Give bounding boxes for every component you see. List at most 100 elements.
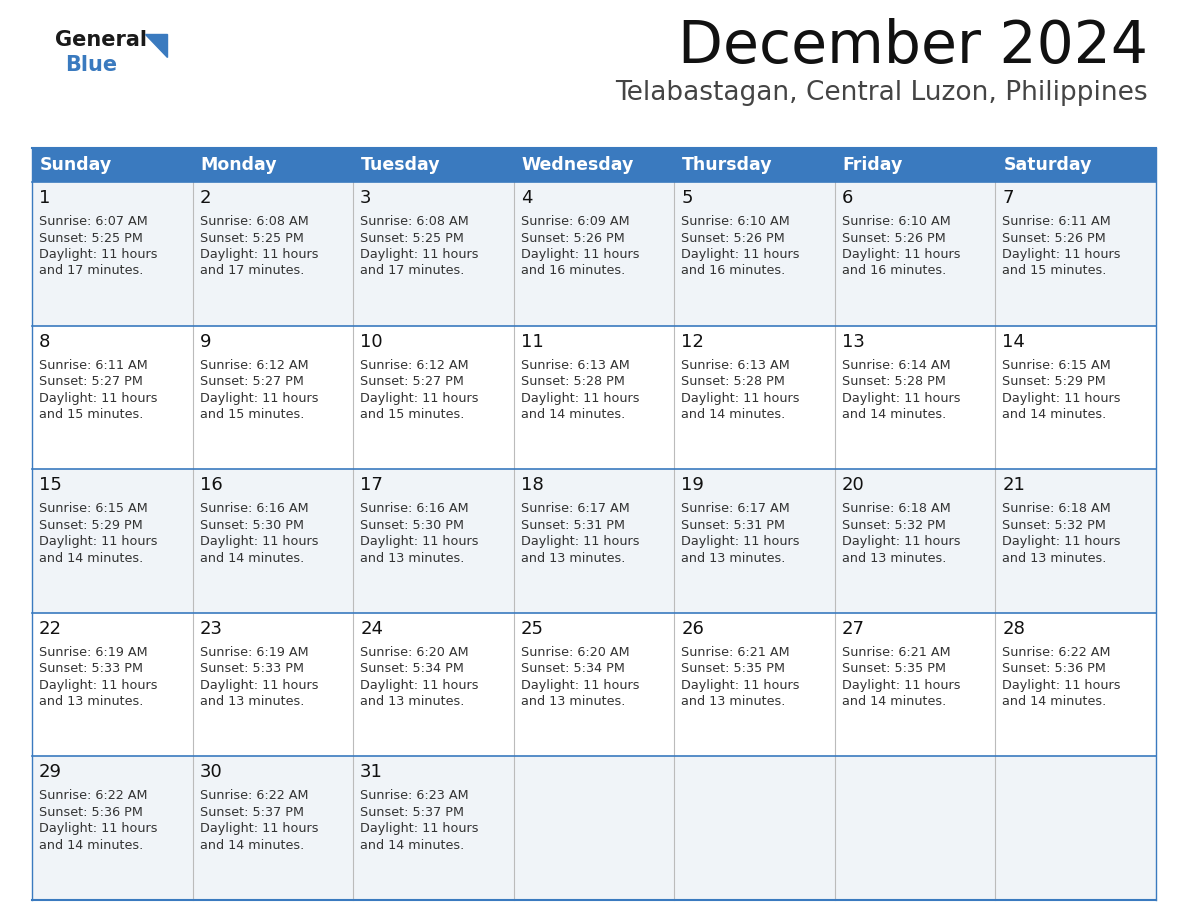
Text: 15: 15: [39, 476, 62, 494]
Text: Daylight: 11 hours: Daylight: 11 hours: [842, 535, 960, 548]
Text: General: General: [55, 30, 147, 50]
Text: Daylight: 11 hours: Daylight: 11 hours: [39, 823, 158, 835]
Text: Daylight: 11 hours: Daylight: 11 hours: [360, 823, 479, 835]
Text: Daylight: 11 hours: Daylight: 11 hours: [360, 678, 479, 692]
Text: Sunset: 5:35 PM: Sunset: 5:35 PM: [681, 662, 785, 676]
Bar: [835, 148, 996, 182]
Text: Sunset: 5:31 PM: Sunset: 5:31 PM: [520, 519, 625, 532]
Text: 12: 12: [681, 332, 704, 351]
Text: and 16 minutes.: and 16 minutes.: [681, 264, 785, 277]
Text: Sunset: 5:31 PM: Sunset: 5:31 PM: [681, 519, 785, 532]
Text: 23: 23: [200, 620, 222, 638]
Text: Sunset: 5:26 PM: Sunset: 5:26 PM: [1003, 231, 1106, 244]
Text: 10: 10: [360, 332, 383, 351]
Text: Blue: Blue: [65, 55, 118, 75]
Text: Sunset: 5:26 PM: Sunset: 5:26 PM: [842, 231, 946, 244]
Text: Sunset: 5:34 PM: Sunset: 5:34 PM: [520, 662, 625, 676]
Text: Daylight: 11 hours: Daylight: 11 hours: [360, 248, 479, 261]
Text: Sunrise: 6:10 AM: Sunrise: 6:10 AM: [681, 215, 790, 228]
Text: and 15 minutes.: and 15 minutes.: [200, 409, 304, 421]
Text: Saturday: Saturday: [1004, 156, 1092, 174]
Text: 3: 3: [360, 189, 372, 207]
Text: 1: 1: [39, 189, 50, 207]
Text: 7: 7: [1003, 189, 1013, 207]
Bar: [513, 148, 675, 182]
Text: Sunday: Sunday: [40, 156, 112, 174]
Bar: [32, 148, 192, 182]
Text: Sunrise: 6:18 AM: Sunrise: 6:18 AM: [842, 502, 950, 515]
Text: December 2024: December 2024: [678, 18, 1148, 75]
Text: 19: 19: [681, 476, 704, 494]
Text: and 13 minutes.: and 13 minutes.: [842, 552, 946, 565]
Text: Daylight: 11 hours: Daylight: 11 hours: [1003, 248, 1121, 261]
Text: Sunset: 5:36 PM: Sunset: 5:36 PM: [39, 806, 143, 819]
Text: Daylight: 11 hours: Daylight: 11 hours: [681, 392, 800, 405]
Text: 17: 17: [360, 476, 383, 494]
Text: 6: 6: [842, 189, 853, 207]
Text: Sunset: 5:34 PM: Sunset: 5:34 PM: [360, 662, 465, 676]
Text: Daylight: 11 hours: Daylight: 11 hours: [1003, 678, 1121, 692]
Text: Sunset: 5:35 PM: Sunset: 5:35 PM: [842, 662, 946, 676]
Text: and 14 minutes.: and 14 minutes.: [39, 839, 144, 852]
Text: 30: 30: [200, 764, 222, 781]
Text: Sunset: 5:25 PM: Sunset: 5:25 PM: [360, 231, 465, 244]
Text: and 14 minutes.: and 14 minutes.: [842, 695, 946, 709]
Text: Sunset: 5:28 PM: Sunset: 5:28 PM: [842, 375, 946, 388]
Text: 20: 20: [842, 476, 865, 494]
Text: Daylight: 11 hours: Daylight: 11 hours: [200, 678, 318, 692]
Text: and 13 minutes.: and 13 minutes.: [39, 695, 144, 709]
Text: Sunrise: 6:17 AM: Sunrise: 6:17 AM: [681, 502, 790, 515]
Text: 13: 13: [842, 332, 865, 351]
Text: Sunset: 5:33 PM: Sunset: 5:33 PM: [39, 662, 143, 676]
Text: Daylight: 11 hours: Daylight: 11 hours: [360, 392, 479, 405]
Text: and 16 minutes.: and 16 minutes.: [842, 264, 946, 277]
Bar: [32, 469, 1156, 613]
Text: Monday: Monday: [201, 156, 277, 174]
Text: and 15 minutes.: and 15 minutes.: [39, 409, 144, 421]
Text: 11: 11: [520, 332, 543, 351]
Text: and 13 minutes.: and 13 minutes.: [520, 552, 625, 565]
Text: and 13 minutes.: and 13 minutes.: [360, 695, 465, 709]
Bar: [32, 326, 1156, 469]
Text: 2: 2: [200, 189, 211, 207]
Bar: [192, 148, 353, 182]
Text: Sunset: 5:29 PM: Sunset: 5:29 PM: [39, 519, 143, 532]
Text: 18: 18: [520, 476, 543, 494]
Text: Sunrise: 6:12 AM: Sunrise: 6:12 AM: [200, 359, 308, 372]
Text: Sunrise: 6:08 AM: Sunrise: 6:08 AM: [200, 215, 309, 228]
Text: and 17 minutes.: and 17 minutes.: [39, 264, 144, 277]
Text: 14: 14: [1003, 332, 1025, 351]
Text: Daylight: 11 hours: Daylight: 11 hours: [681, 535, 800, 548]
Text: Sunset: 5:36 PM: Sunset: 5:36 PM: [1003, 662, 1106, 676]
Text: Sunrise: 6:11 AM: Sunrise: 6:11 AM: [1003, 215, 1111, 228]
Text: Daylight: 11 hours: Daylight: 11 hours: [1003, 392, 1121, 405]
Text: Daylight: 11 hours: Daylight: 11 hours: [520, 535, 639, 548]
Text: Sunset: 5:26 PM: Sunset: 5:26 PM: [520, 231, 625, 244]
Text: Sunrise: 6:13 AM: Sunrise: 6:13 AM: [520, 359, 630, 372]
Text: and 14 minutes.: and 14 minutes.: [200, 552, 304, 565]
Text: Sunset: 5:33 PM: Sunset: 5:33 PM: [200, 662, 304, 676]
Text: Daylight: 11 hours: Daylight: 11 hours: [39, 392, 158, 405]
Text: Sunrise: 6:12 AM: Sunrise: 6:12 AM: [360, 359, 469, 372]
Text: Sunrise: 6:09 AM: Sunrise: 6:09 AM: [520, 215, 630, 228]
Text: Sunrise: 6:15 AM: Sunrise: 6:15 AM: [39, 502, 147, 515]
Text: Daylight: 11 hours: Daylight: 11 hours: [842, 678, 960, 692]
Text: Sunrise: 6:07 AM: Sunrise: 6:07 AM: [39, 215, 147, 228]
Text: and 13 minutes.: and 13 minutes.: [1003, 552, 1107, 565]
Text: and 14 minutes.: and 14 minutes.: [520, 409, 625, 421]
Text: Sunrise: 6:16 AM: Sunrise: 6:16 AM: [200, 502, 308, 515]
Text: Sunrise: 6:08 AM: Sunrise: 6:08 AM: [360, 215, 469, 228]
Text: Friday: Friday: [842, 156, 903, 174]
Text: Sunrise: 6:14 AM: Sunrise: 6:14 AM: [842, 359, 950, 372]
Text: Sunset: 5:37 PM: Sunset: 5:37 PM: [360, 806, 465, 819]
Text: and 14 minutes.: and 14 minutes.: [1003, 695, 1107, 709]
Text: Sunset: 5:29 PM: Sunset: 5:29 PM: [1003, 375, 1106, 388]
Text: Sunrise: 6:22 AM: Sunrise: 6:22 AM: [1003, 645, 1111, 659]
Text: Sunset: 5:25 PM: Sunset: 5:25 PM: [39, 231, 143, 244]
Text: Sunset: 5:32 PM: Sunset: 5:32 PM: [1003, 519, 1106, 532]
Text: Daylight: 11 hours: Daylight: 11 hours: [1003, 535, 1121, 548]
Text: Sunrise: 6:19 AM: Sunrise: 6:19 AM: [200, 645, 308, 659]
Text: 25: 25: [520, 620, 544, 638]
Text: Sunset: 5:27 PM: Sunset: 5:27 PM: [360, 375, 465, 388]
Text: Sunrise: 6:22 AM: Sunrise: 6:22 AM: [200, 789, 308, 802]
